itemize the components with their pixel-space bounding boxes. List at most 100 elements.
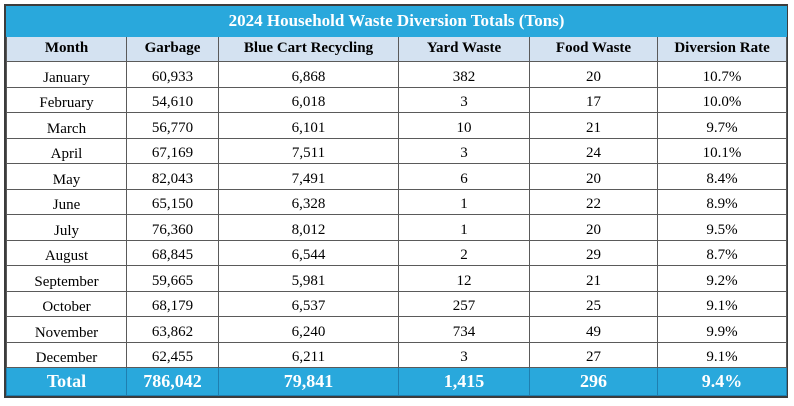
cell-garbage: 68,179	[126, 290, 219, 318]
cell-blue-cart-recycling: 6,537	[218, 290, 399, 318]
waste-diversion-table: 2024 Household Waste Diversion Totals (T…	[5, 6, 788, 396]
cell-food-waste: 29	[529, 239, 658, 267]
header-food-waste: Food Waste	[529, 35, 658, 63]
cell-blue-cart-recycling: 6,868	[218, 61, 399, 88]
table-row: January 60,933 6,868 382 20 10.7%	[6, 61, 788, 88]
cell-garbage: 63,862	[126, 316, 219, 343]
cell-blue-cart-recycling: 8,012	[218, 214, 399, 241]
cell-garbage: 65,150	[126, 188, 219, 216]
header-diversion-rate: Diversion Rate	[656, 35, 788, 63]
cell-diversion-rate: 8.4%	[656, 163, 788, 190]
cell-yard-waste: 257	[398, 290, 530, 318]
header-garbage: Garbage	[126, 35, 219, 63]
cell-food-waste: 21	[529, 112, 658, 139]
cell-garbage: 68,845	[126, 239, 219, 267]
cell-blue-cart-recycling: 7,491	[218, 163, 399, 190]
cell-yard-waste: 382	[398, 61, 530, 88]
cell-blue-cart-recycling: 5,981	[218, 265, 399, 292]
cell-yard-waste: 12	[398, 265, 530, 292]
cell-food-waste: 21	[529, 265, 658, 292]
cell-month: December	[6, 341, 127, 369]
cell-diversion-rate: 9.9%	[656, 316, 788, 343]
cell-month: October	[6, 290, 127, 318]
cell-diversion-rate: 9.5%	[656, 214, 788, 241]
cell-diversion-rate: 8.7%	[656, 239, 788, 267]
cell-yard-waste: 734	[398, 316, 530, 343]
cell-yard-waste: 3	[398, 341, 530, 369]
cell-diversion-rate: 10.7%	[656, 61, 788, 88]
total-garbage: 786,042	[126, 367, 219, 396]
cell-food-waste: 20	[529, 163, 658, 190]
cell-month: January	[6, 61, 127, 88]
total-month: Total	[6, 367, 127, 396]
cell-food-waste: 24	[529, 137, 658, 165]
cell-yard-waste: 3	[398, 137, 530, 165]
cell-blue-cart-recycling: 6,101	[218, 112, 399, 139]
cell-garbage: 62,455	[126, 341, 219, 369]
cell-yard-waste: 10	[398, 112, 530, 139]
cell-month: July	[6, 214, 127, 241]
cell-food-waste: 17	[529, 86, 658, 114]
table-row: May 82,043 7,491 6 20 8.4%	[6, 163, 788, 190]
cell-month: May	[6, 163, 127, 190]
table-row: June 65,150 6,328 1 22 8.9%	[6, 188, 788, 216]
cell-blue-cart-recycling: 6,328	[218, 188, 399, 216]
table-row: November 63,862 6,240 734 49 9.9%	[6, 316, 788, 343]
cell-garbage: 60,933	[126, 61, 219, 88]
table-row: February 54,610 6,018 3 17 10.0%	[6, 86, 788, 114]
cell-month: March	[6, 112, 127, 139]
table-row: March 56,770 6,101 10 21 9.7%	[6, 112, 788, 139]
cell-food-waste: 49	[529, 316, 658, 343]
cell-month: February	[6, 86, 127, 114]
cell-yard-waste: 1	[398, 214, 530, 241]
cell-diversion-rate: 8.9%	[656, 188, 788, 216]
cell-diversion-rate: 10.1%	[656, 137, 788, 165]
cell-diversion-rate: 9.2%	[656, 265, 788, 292]
cell-garbage: 67,169	[126, 137, 219, 165]
cell-month: November	[6, 316, 127, 343]
cell-month: April	[6, 137, 127, 165]
table-total-row: Total 786,042 79,841 1,415 296 9.4%	[6, 367, 788, 396]
cell-blue-cart-recycling: 6,240	[218, 316, 399, 343]
header-blue-cart-recycling: Blue Cart Recycling	[218, 35, 399, 63]
cell-food-waste: 20	[529, 214, 658, 241]
cell-diversion-rate: 9.1%	[656, 341, 788, 369]
cell-garbage: 59,665	[126, 265, 219, 292]
cell-food-waste: 20	[529, 61, 658, 88]
table-header-row: Month Garbage Blue Cart Recycling Yard W…	[6, 35, 788, 63]
header-yard-waste: Yard Waste	[398, 35, 530, 63]
cell-blue-cart-recycling: 7,511	[218, 137, 399, 165]
total-yard-waste: 1,415	[398, 367, 530, 396]
cell-blue-cart-recycling: 6,211	[218, 341, 399, 369]
cell-month: August	[6, 239, 127, 267]
cell-food-waste: 22	[529, 188, 658, 216]
cell-diversion-rate: 9.7%	[656, 112, 788, 139]
cell-diversion-rate: 10.0%	[656, 86, 788, 114]
cell-garbage: 76,360	[126, 214, 219, 241]
cell-garbage: 56,770	[126, 112, 219, 139]
total-food-waste: 296	[529, 367, 658, 396]
cell-diversion-rate: 9.1%	[656, 290, 788, 318]
waste-diversion-table-frame: 2024 Household Waste Diversion Totals (T…	[4, 4, 788, 398]
cell-blue-cart-recycling: 6,544	[218, 239, 399, 267]
table-row: August 68,845 6,544 2 29 8.7%	[6, 239, 788, 267]
cell-yard-waste: 3	[398, 86, 530, 114]
table-title-row: 2024 Household Waste Diversion Totals (T…	[5, 6, 788, 37]
cell-blue-cart-recycling: 6,018	[218, 86, 399, 114]
total-diversion-rate: 9.4%	[656, 367, 788, 396]
cell-food-waste: 27	[529, 341, 658, 369]
table-row: October 68,179 6,537 257 25 9.1%	[6, 290, 788, 318]
total-blue-cart-recycling: 79,841	[218, 367, 399, 396]
header-month: Month	[6, 35, 127, 63]
cell-food-waste: 25	[529, 290, 658, 318]
table-row: September 59,665 5,981 12 21 9.2%	[6, 265, 788, 292]
table-row: July 76,360 8,012 1 20 9.5%	[6, 214, 788, 241]
table-title: 2024 Household Waste Diversion Totals (T…	[5, 6, 788, 37]
cell-month: September	[6, 265, 127, 292]
cell-garbage: 82,043	[126, 163, 219, 190]
cell-yard-waste: 2	[398, 239, 530, 267]
cell-month: June	[6, 188, 127, 216]
table-row: December 62,455 6,211 3 27 9.1%	[6, 341, 788, 369]
cell-yard-waste: 1	[398, 188, 530, 216]
cell-garbage: 54,610	[126, 86, 219, 114]
